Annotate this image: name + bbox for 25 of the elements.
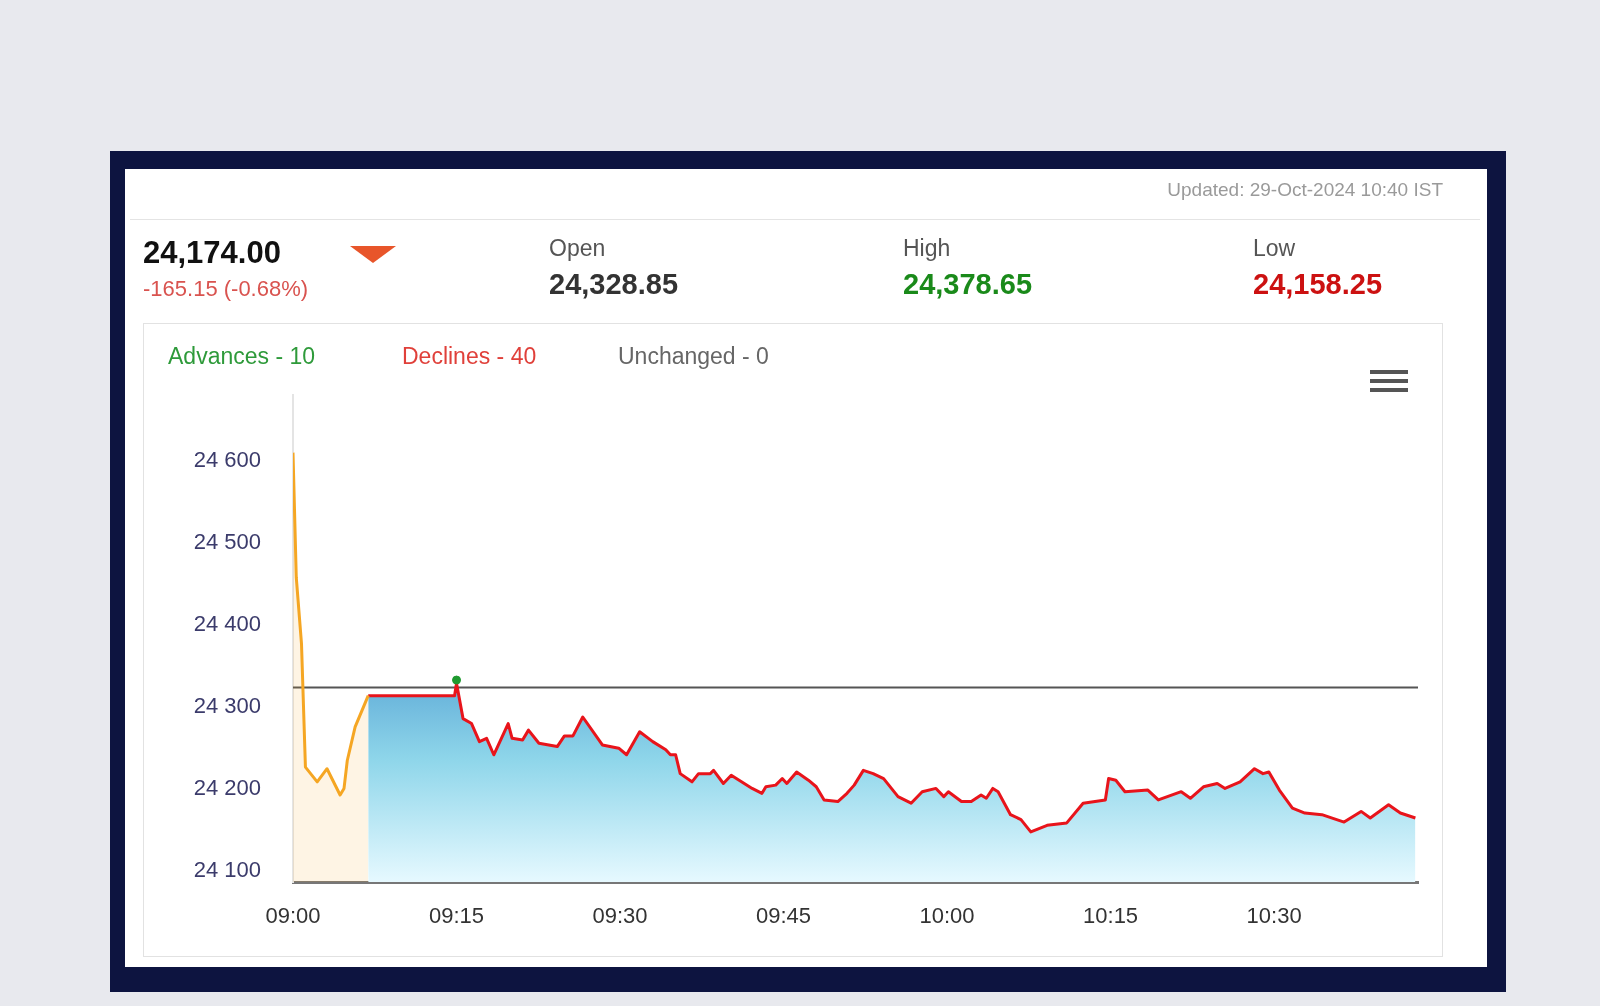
text: Low <box>1253 235 1296 261</box>
text: High <box>903 235 951 261</box>
text: Declines - 40 <box>402 343 537 369</box>
text: 24,328.85 <box>549 268 679 300</box>
x-tick-label: 10:00 <box>919 903 975 929</box>
text: 24,174.00 <box>143 235 281 270</box>
text: 24,378.65 <box>903 268 1033 300</box>
y-tick-label: 24 500 <box>193 529 261 555</box>
text: Open <box>549 235 606 261</box>
text: Advances - 10 <box>168 343 316 369</box>
x-tick-label: 09:15 <box>428 903 485 929</box>
text: Updated: 29-Oct-2024 10:40 IST <box>1167 179 1443 200</box>
y-tick-label: 24 100 <box>193 857 261 883</box>
y-tick-label: 24 400 <box>193 611 261 637</box>
text: -165.15 (-0.68%) <box>143 276 309 301</box>
y-tick-label: 24 300 <box>193 693 261 719</box>
x-tick-label: 09:45 <box>756 903 812 929</box>
text: Unchanged - 0 <box>618 343 769 369</box>
x-tick-label: 10:15 <box>1083 903 1139 929</box>
y-tick-label: 24 200 <box>193 775 261 801</box>
x-tick-label: 09:30 <box>592 903 648 929</box>
x-tick-label: 10:30 <box>1246 903 1302 929</box>
x-tick-label: 09:00 <box>265 903 321 929</box>
y-tick-label: 24 600 <box>193 446 261 472</box>
text: 24,158.25 <box>1253 268 1383 300</box>
